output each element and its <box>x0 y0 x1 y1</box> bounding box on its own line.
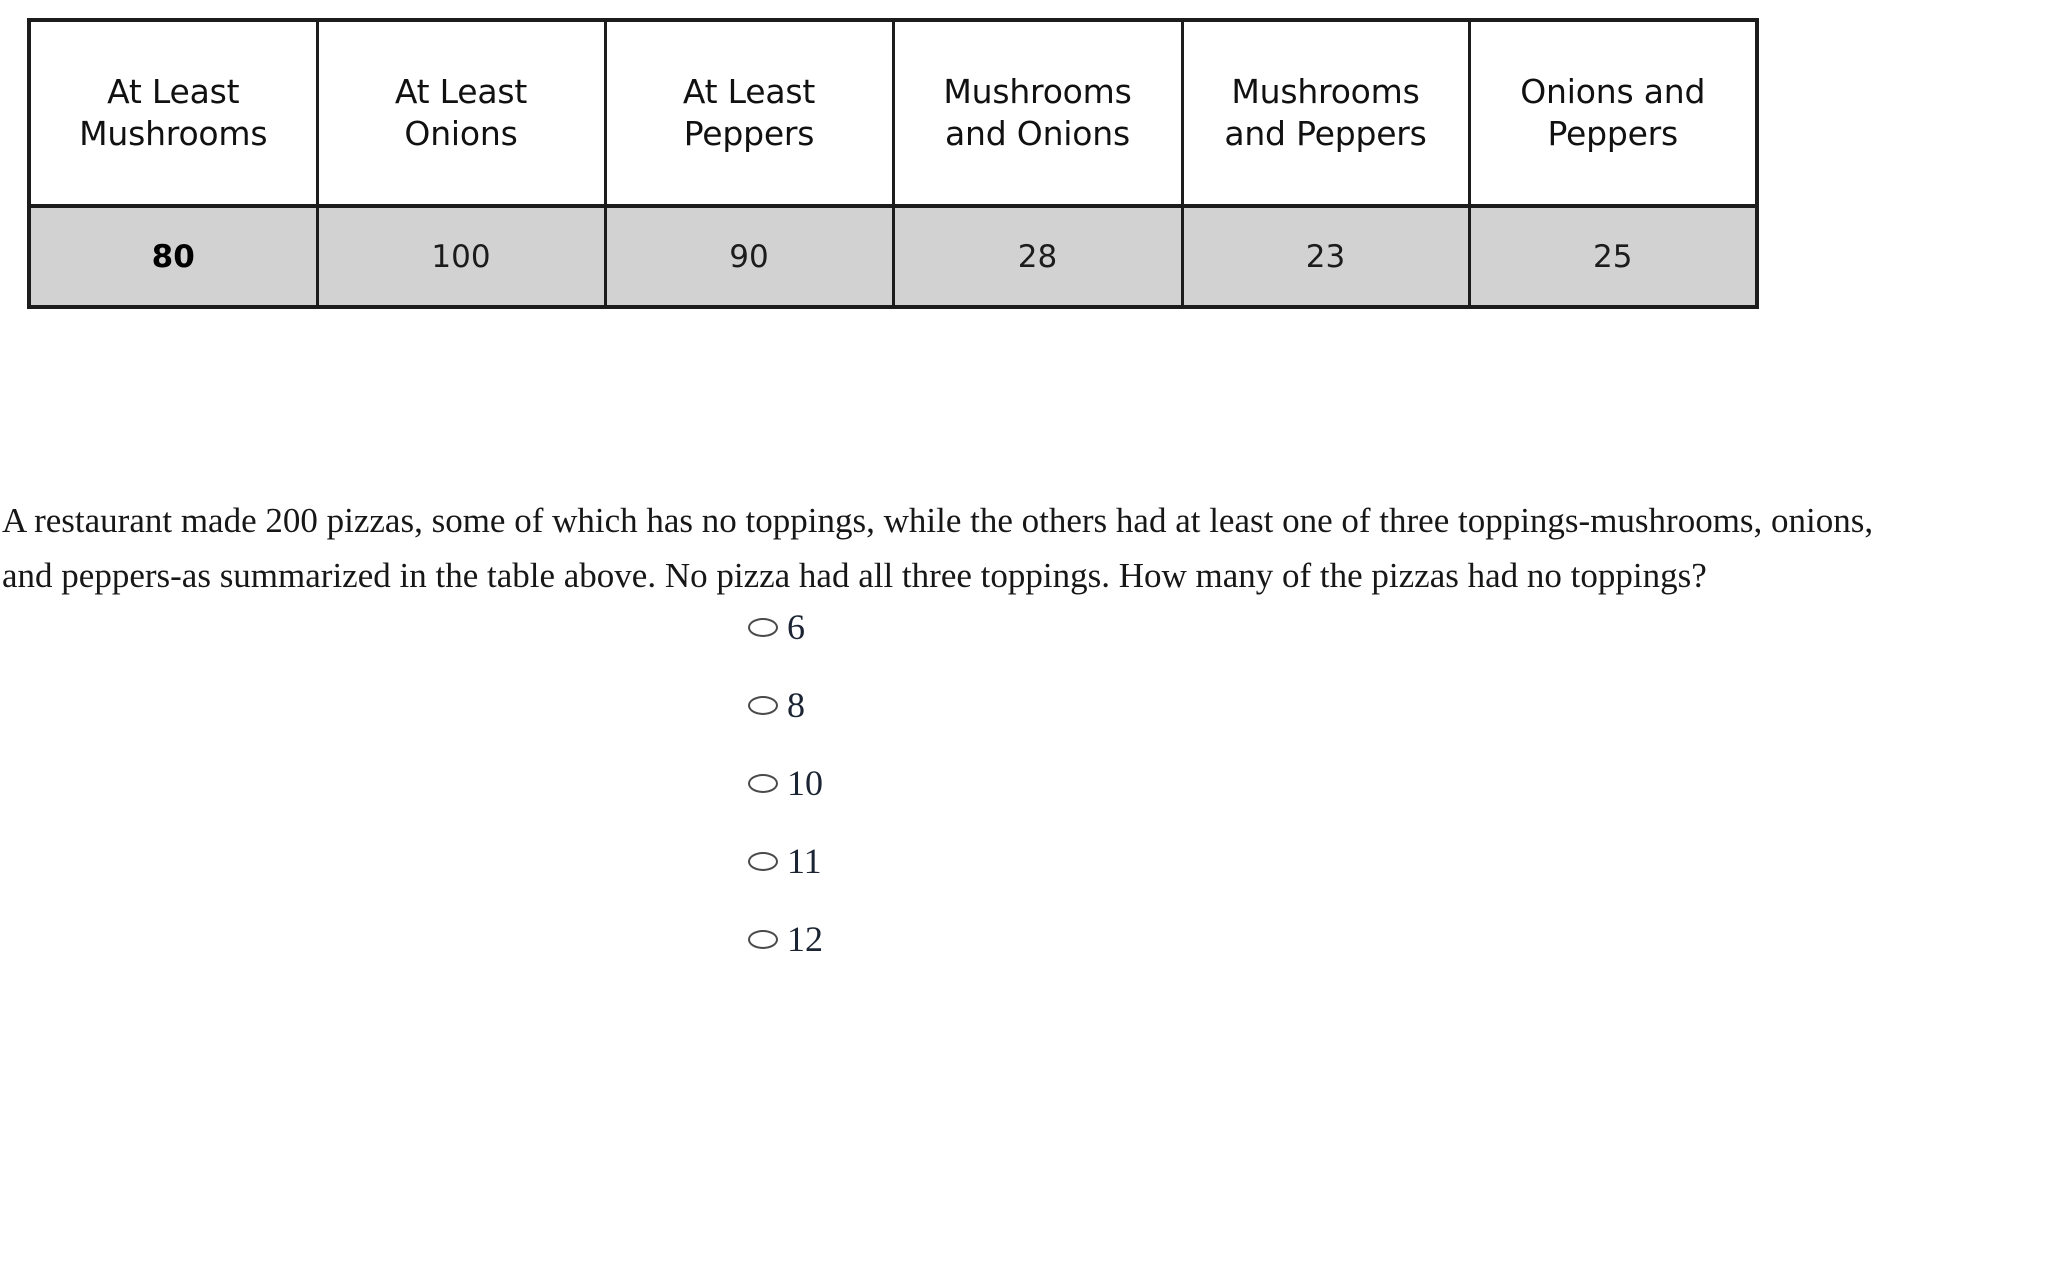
toppings-summary-table: At Least Mushrooms At Least Onions At Le… <box>27 18 1759 309</box>
question-line-1: A restaurant made 200 pizzas, some of wh… <box>2 501 1874 540</box>
radio-button-icon[interactable] <box>748 617 778 637</box>
table-header-cell-0: At Least Mushrooms <box>29 20 319 208</box>
answer-choice-label: 12 <box>787 919 823 959</box>
table-row: 80 100 90 28 23 25 <box>29 206 1757 307</box>
header-line-1: Mushrooms <box>1231 72 1420 112</box>
table-header-cell-4: Mushrooms and Peppers <box>1180 20 1471 208</box>
radio-button-icon[interactable] <box>748 695 778 715</box>
table-header-cell-3: Mushrooms and Onions <box>891 20 1184 208</box>
table-value-cell-2: 90 <box>603 206 895 307</box>
table-value-cell-4: 23 <box>1180 206 1471 307</box>
answer-choice-3[interactable]: 11 <box>748 822 1008 900</box>
table-value-cell-1: 100 <box>315 206 607 307</box>
question-line-2: and peppers-as summarized in the table a… <box>2 556 1707 595</box>
radio-button-icon[interactable] <box>748 773 778 793</box>
answer-choice-label: 10 <box>787 763 823 803</box>
question-text: A restaurant made 200 pizzas, some of wh… <box>2 493 2064 603</box>
header-line-1: At Least <box>107 72 240 112</box>
table-header-cell-1: At Least Onions <box>315 20 607 208</box>
header-line-1: At Least <box>682 72 816 112</box>
answer-choice-0[interactable]: 6 <box>748 588 1008 666</box>
header-line-2: and Onions <box>945 114 1130 153</box>
radio-button-icon[interactable] <box>748 929 778 949</box>
header-line-2: Mushrooms <box>79 114 268 153</box>
header-line-1: Onions and <box>1520 72 1706 112</box>
header-line-1: At Least <box>394 72 528 112</box>
answer-choice-label: 11 <box>787 841 822 881</box>
answer-choice-list: 6 8 10 11 12 <box>748 588 1148 978</box>
table-value-cell-5: 25 <box>1467 206 1757 307</box>
answer-choice-2[interactable]: 10 <box>748 744 1008 822</box>
answer-choice-4[interactable]: 12 <box>748 900 1008 978</box>
header-line-2: Peppers <box>1547 114 1679 153</box>
answer-choice-label: 8 <box>787 685 805 725</box>
table-header-cell-5: Onions and Peppers <box>1467 20 1757 208</box>
table-header-cell-2: At Least Peppers <box>603 20 895 208</box>
table-value-cell-0: 80 <box>29 206 319 307</box>
table-value-cell-3: 28 <box>891 206 1184 307</box>
header-line-1: Mushrooms <box>943 72 1132 112</box>
summary-table-container: At Least Mushrooms At Least Onions At Le… <box>27 18 1759 309</box>
table-header-row: At Least Mushrooms At Least Onions At Le… <box>29 20 1757 208</box>
radio-button-icon[interactable] <box>748 851 778 871</box>
answer-choice-label: 6 <box>787 607 805 647</box>
answer-choice-1[interactable]: 8 <box>748 666 1008 744</box>
header-line-2: Peppers <box>683 114 815 153</box>
header-line-2: Onions <box>404 114 518 153</box>
header-line-2: and Peppers <box>1224 114 1427 153</box>
